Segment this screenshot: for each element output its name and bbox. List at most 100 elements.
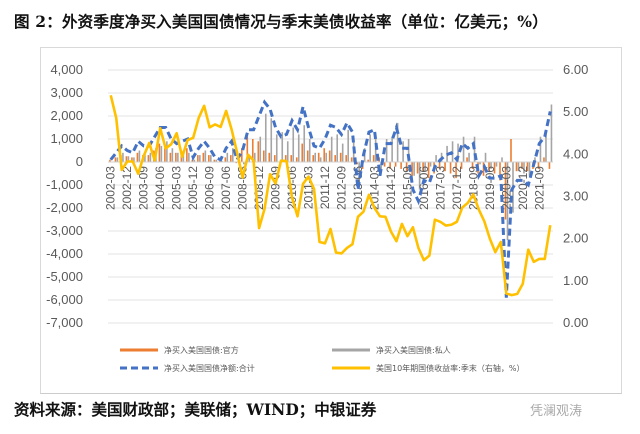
bar-private — [116, 157, 119, 162]
legend-label: 净买入美国国债:私人 — [376, 345, 451, 355]
chart-frame — [40, 47, 622, 394]
bar-official — [488, 162, 490, 172]
bar-official — [444, 162, 446, 172]
bar-official — [306, 150, 309, 162]
bar-private — [292, 127, 295, 162]
bar-official — [197, 155, 199, 162]
bar-official — [526, 162, 529, 172]
x-tick-label: 2014-12 — [384, 166, 398, 210]
bar-private — [177, 152, 179, 162]
bar-private — [138, 150, 141, 162]
line-total-net — [109, 99, 552, 298]
y-tick-label: -3,000 — [46, 223, 83, 238]
bar-official — [400, 162, 402, 169]
bar-official — [471, 162, 474, 169]
x-tick-label: 2008-03 — [236, 166, 250, 210]
bar-private — [462, 136, 465, 162]
bar-private — [297, 134, 300, 162]
bar-private — [248, 155, 251, 162]
bar-private — [259, 136, 262, 162]
bar-official — [175, 152, 177, 162]
bar-official — [240, 148, 243, 162]
bar-private — [534, 157, 536, 162]
bar-private — [429, 162, 432, 167]
bar-private — [221, 160, 223, 162]
bar-official — [284, 155, 287, 162]
bar-private — [182, 152, 185, 162]
y2-tick-label: 2.00 — [563, 231, 588, 246]
bar-official — [323, 148, 326, 162]
bar-private — [226, 152, 229, 162]
bar-official — [262, 150, 265, 162]
bar-official — [235, 162, 238, 164]
bar-private — [204, 150, 207, 162]
bar-private — [451, 141, 454, 162]
x-tick-label: 2017-12 — [450, 166, 464, 210]
legend-label: 美国10年期国债收益率:季末（右轴，%） — [376, 363, 524, 373]
bar-private — [232, 148, 234, 162]
bar-official — [504, 162, 507, 220]
y-tick-label: 4,000 — [50, 62, 83, 77]
bar-private — [308, 139, 311, 162]
legend-label: 净买入美国国债净额:合计 — [164, 363, 255, 373]
y-tick-label: -6,000 — [46, 292, 83, 307]
bar-official — [449, 162, 452, 174]
bar-official — [510, 139, 512, 162]
bar-official — [394, 162, 397, 167]
bar-official — [521, 162, 523, 169]
bar-official — [131, 157, 133, 162]
bar-official — [328, 150, 331, 162]
bar-official — [208, 155, 210, 162]
bar-official — [438, 162, 441, 169]
bar-official — [125, 156, 128, 162]
bar-private — [418, 162, 421, 190]
bar-private — [330, 136, 333, 162]
bar-official — [290, 155, 293, 162]
bar-official — [455, 162, 457, 179]
bar-official — [257, 141, 260, 162]
x-tick-label: 2006-09 — [203, 166, 217, 210]
y-tick-label: -2,000 — [46, 200, 83, 215]
bar-private — [210, 155, 212, 162]
bar-official — [136, 152, 139, 162]
bar-official — [499, 162, 501, 181]
bar-official — [230, 155, 232, 162]
y2-tick-label: 6.00 — [563, 62, 588, 77]
bar-private — [144, 152, 146, 162]
bar-private — [253, 152, 256, 162]
bar-official — [114, 157, 117, 162]
bar-official — [109, 159, 111, 162]
bar-private — [506, 162, 509, 241]
bar-private — [517, 162, 520, 172]
y2-tick-label: 3.00 — [563, 189, 588, 204]
y2-tick-label: 4.00 — [563, 146, 588, 161]
bar-private — [314, 152, 317, 162]
bar-private — [457, 143, 459, 162]
y2-tick-label: 5.00 — [563, 104, 588, 119]
x-tick-label: 2020-12 — [516, 166, 530, 210]
bar-official — [493, 162, 496, 174]
x-tick-label: 2002-12 — [120, 166, 134, 210]
bar-private — [275, 134, 278, 162]
bar-private — [270, 118, 273, 162]
bar-official — [191, 159, 194, 162]
bar-private — [501, 157, 503, 162]
bar-private — [424, 162, 426, 172]
bar-private — [528, 162, 531, 176]
bar-official — [251, 139, 254, 162]
bar-private — [286, 141, 289, 162]
bar-private — [523, 162, 525, 174]
x-tick-label: 2019-06 — [483, 166, 497, 210]
y-tick-label: -4,000 — [46, 246, 83, 261]
bar-official — [268, 152, 271, 162]
y-tick-label: 2,000 — [50, 108, 83, 123]
x-tick-label: 2002-03 — [104, 166, 118, 210]
bar-official — [224, 157, 227, 162]
bar-official — [460, 162, 463, 169]
bar-official — [411, 162, 413, 176]
bar-official — [202, 152, 205, 162]
bar-private — [545, 129, 547, 162]
bar-private — [407, 139, 410, 162]
x-tick-label: 2005-12 — [186, 166, 200, 210]
bar-official — [158, 143, 161, 162]
